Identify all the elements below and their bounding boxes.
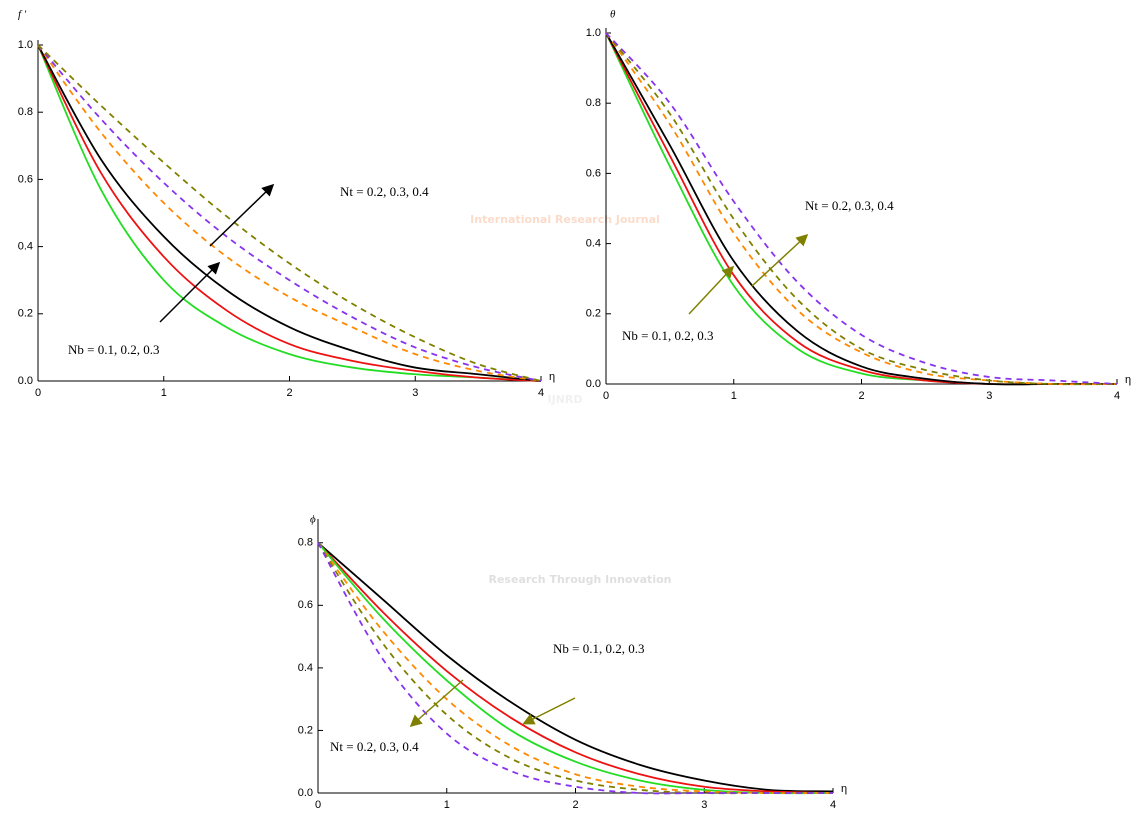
annotation: Nt = 0.2, 0.3, 0.4 [330, 739, 419, 754]
x-tick-label: 1 [731, 390, 737, 402]
y-tick-label: 0.0 [18, 375, 33, 387]
y-tick-label: 0.0 [586, 378, 601, 390]
y-tick-label: 0.8 [298, 537, 313, 549]
y-axis-label: θ [610, 9, 616, 21]
annotation: Nb = 0.1, 0.2, 0.3 [553, 641, 644, 656]
y-tick-label: 0.8 [586, 97, 601, 109]
y-axis-label: f ′ [18, 9, 27, 21]
line-series [38, 45, 541, 381]
watermark: International Research Journal IJNRD Res… [470, 213, 671, 586]
y-tick-label: 0.2 [18, 308, 33, 320]
x-tick-label: 2 [286, 387, 292, 399]
annotation: Nt = 0.2, 0.3, 0.4 [805, 198, 894, 213]
x-tick-label: 2 [572, 799, 578, 811]
arrow [689, 268, 732, 314]
x-tick-label: 1 [444, 799, 450, 811]
y-tick-label: 0.4 [18, 241, 33, 253]
x-tick-label: 4 [538, 387, 544, 399]
watermark-text: Research Through Innovation [489, 573, 672, 586]
x-tick-label: 0 [315, 799, 321, 811]
y-axis-label: ϕ [310, 514, 316, 526]
y-tick-label: 0.2 [586, 308, 601, 320]
annotation: Nt = 0.2, 0.3, 0.4 [340, 184, 429, 199]
x-tick-label: 3 [412, 387, 418, 399]
y-tick-label: 0.6 [298, 599, 313, 611]
annotation: Nb = 0.1, 0.2, 0.3 [622, 328, 713, 343]
x-tick-label: 2 [858, 390, 864, 402]
y-tick-label: 0.8 [18, 106, 33, 118]
arrow [525, 698, 575, 723]
arrow [210, 186, 272, 246]
y-tick-label: 1.0 [586, 27, 601, 39]
y-tick-label: 0.2 [298, 724, 313, 736]
y-tick-label: 0.4 [586, 238, 601, 250]
x-axis-label: η [1125, 374, 1131, 386]
x-tick-label: 1 [161, 387, 167, 399]
y-tick-label: 0.6 [586, 167, 601, 179]
figure: International Research Journal IJNRD Res… [0, 0, 1131, 818]
x-axis-label: η [841, 783, 847, 795]
x-tick-label: 0 [35, 387, 41, 399]
x-tick-label: 4 [1114, 390, 1120, 402]
annotation: Nb = 0.1, 0.2, 0.3 [68, 342, 159, 357]
x-tick-label: 3 [701, 799, 707, 811]
watermark-logo: IJNRD [548, 393, 583, 406]
x-tick-label: 3 [986, 390, 992, 402]
y-tick-label: 0.6 [18, 173, 33, 185]
x-tick-label: 0 [603, 390, 609, 402]
y-tick-label: 0.0 [298, 787, 313, 799]
x-tick-label: 4 [830, 799, 836, 811]
y-tick-label: 0.4 [298, 662, 313, 674]
y-tick-label: 1.0 [18, 39, 33, 51]
watermark-text: International Research Journal [470, 213, 660, 226]
x-axis-label: η [549, 371, 555, 383]
arrow [160, 264, 218, 322]
